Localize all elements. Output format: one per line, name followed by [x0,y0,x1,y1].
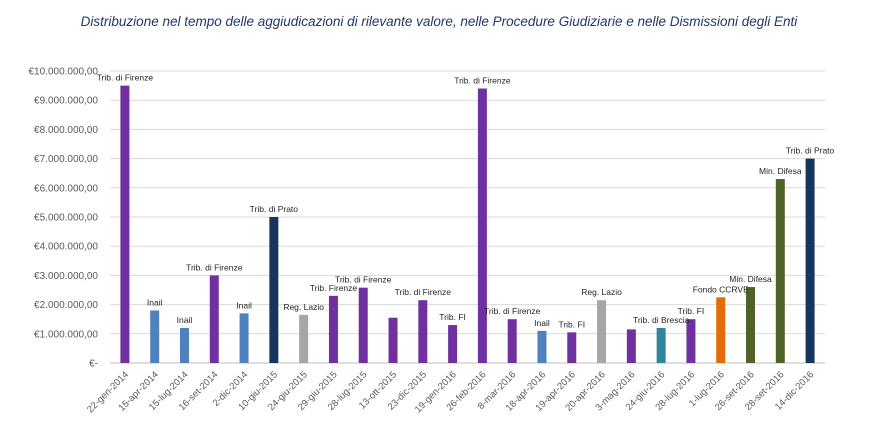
bar [299,314,309,363]
bar [388,317,398,363]
bar [507,319,517,363]
data-label: Trib. FI [558,319,585,329]
y-tick-label: €2.000.000,00 [34,300,98,311]
bars [120,85,815,364]
bar [418,300,428,363]
bar [567,332,577,363]
data-label: Inail [177,315,193,325]
bar [179,327,189,363]
bar [597,300,607,363]
data-label: Trib. di Firenze [97,73,154,83]
x-axis: 22-gen-201415-apr-201415-lug-201416-set-… [85,369,816,415]
bar [358,287,368,363]
chart-title: Distribuzione nel tempo delle aggiudicaz… [80,14,798,29]
y-tick-label: €10.000.000,00 [28,67,98,78]
bar [328,295,338,363]
data-label: Trib. di Brescia [633,315,690,325]
bar [686,319,696,363]
y-tick-label: €6.000.000,00 [34,183,98,194]
data-label: Trib. di Firenze [395,287,452,297]
bar [477,88,487,364]
gridlines [110,70,825,364]
bar [269,217,279,363]
data-label: Fondo CCRVE [693,284,749,294]
data-label: Inail [147,297,163,307]
data-labels: Trib. di Firenze Inail Inail Trib. di Firen… [97,73,835,330]
y-tick-label: €- [89,359,98,370]
y-axis: €- €1.000.000,00 €2.000.000,00 €3.000.000,0… [28,67,98,370]
y-tick-label: €8.000.000,00 [34,125,98,136]
bar [716,297,726,363]
bar [209,275,219,363]
bar [626,329,636,363]
data-label: Trib. FI [678,306,705,316]
data-label: Inail [236,300,252,310]
y-tick-label: €5.000.000,00 [34,213,98,224]
data-label: Reg. Lazio [581,287,622,297]
data-label: Reg. Lazio [283,302,324,312]
data-label: Trib. di Firenze [484,306,541,316]
data-label: Trib. Firenze [310,283,358,293]
bar [656,327,666,363]
data-label: Trib. di Firenze [454,76,511,86]
bar [537,330,547,363]
y-tick-label: €1.000.000,00 [34,329,98,340]
data-label: Trib. di Firenze [186,262,243,272]
bar [775,179,785,363]
y-tick-label: €7.000.000,00 [34,154,98,165]
data-label: Trib. di Prato [250,204,299,214]
data-label: Trib. di Prato [786,146,835,156]
data-label: Trib. di Firenze [335,275,392,285]
bar [746,287,756,363]
bar [239,313,249,363]
data-label: Min. Difesa [729,274,772,284]
data-label: Min. Difesa [759,166,802,176]
y-tick-label: €3.000.000,00 [34,271,98,282]
bar [150,310,160,363]
y-tick-label: €9.000.000,00 [34,96,98,107]
bar [448,325,458,363]
data-label: Trib. FI [439,312,466,322]
bar [805,158,815,363]
data-label: Inail [534,318,550,328]
bar [120,85,130,363]
y-tick-label: €4.000.000,00 [34,242,98,253]
